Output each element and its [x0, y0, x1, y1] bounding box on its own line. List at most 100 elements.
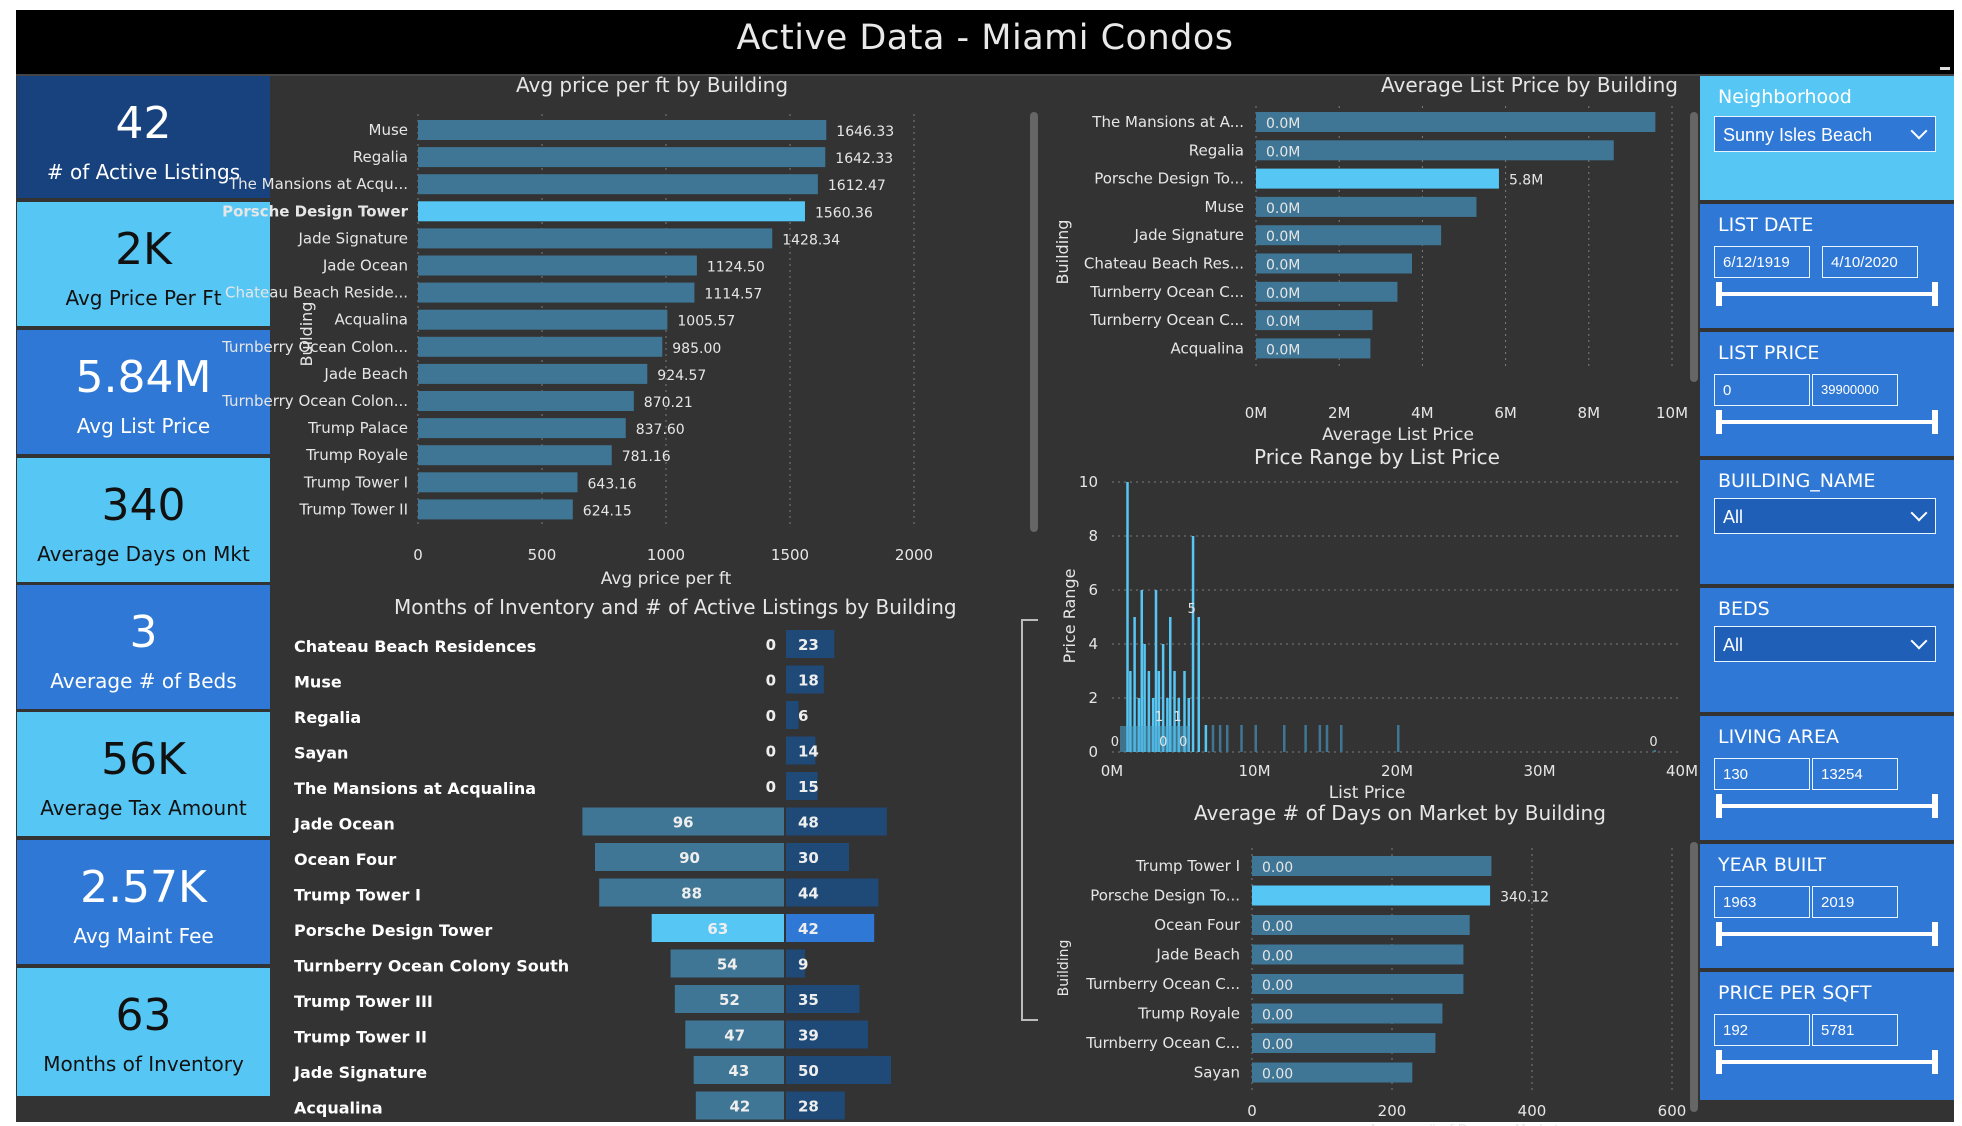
price-per-sqft-max-value: 5781	[1821, 1022, 1855, 1039]
bar	[695, 1091, 784, 1120]
slider-handle-max[interactable]	[1932, 282, 1938, 306]
bar	[1252, 1062, 1413, 1083]
slider-handle-min[interactable]	[1716, 922, 1722, 946]
kpi-value: 3	[129, 607, 158, 658]
category-label: Muse	[369, 121, 409, 139]
price-per-sqft-slicer: PRICE PER SQFT 192 5781	[1700, 972, 1954, 1100]
data-label: 0.0M	[1266, 314, 1300, 330]
category-label: Turnberry Ocean C...	[1089, 283, 1244, 301]
category-label: Ocean Four	[1154, 916, 1241, 934]
year-built-slider[interactable]	[1716, 922, 1938, 946]
list-date-max-value: 4/10/2020	[1831, 254, 1898, 271]
bar	[1252, 944, 1464, 965]
neighborhood-dropdown[interactable]: Sunny Isles Beach	[1714, 116, 1936, 152]
bar	[674, 985, 784, 1013]
slider-handle-max[interactable]	[1932, 794, 1938, 818]
bar	[1133, 617, 1136, 752]
data-label: 837.60	[636, 422, 685, 438]
slider-handle-min[interactable]	[1716, 282, 1722, 306]
neighborhood-title: Neighborhood	[1718, 86, 1852, 108]
living-area-slider[interactable]	[1716, 794, 1938, 818]
bar	[786, 985, 860, 1013]
category-label: Jade Signature	[293, 1063, 427, 1082]
bar	[418, 282, 695, 303]
kpi-card: 42 # of Active Listings	[17, 76, 270, 198]
list-price-slider[interactable]	[1716, 410, 1938, 434]
data-label: 35	[798, 991, 819, 1009]
category-label: Trump Tower I	[1135, 857, 1240, 875]
bar	[1252, 1003, 1443, 1024]
price-per-sqft-max-input[interactable]: 5781	[1812, 1014, 1898, 1046]
bar	[1157, 671, 1161, 752]
bar	[418, 391, 634, 411]
tick-label: 1500	[771, 546, 809, 564]
living-area-slicer: LIVING AREA 130 13254	[1700, 716, 1954, 840]
data-label: 0	[766, 636, 776, 654]
category-label: Trump Royale	[1137, 1005, 1240, 1023]
kpi-card: 2.57K Avg Maint Fee	[17, 840, 270, 964]
scrollbar	[1690, 112, 1698, 382]
bar	[1140, 590, 1143, 752]
category-label: Sayan	[1194, 1064, 1240, 1082]
list-price-max-input[interactable]: 39900000	[1812, 374, 1898, 406]
bar	[1256, 310, 1373, 331]
data-label: 924.57	[657, 368, 706, 384]
category-label: Regalia	[294, 708, 361, 727]
category-label: Sayan	[294, 744, 348, 763]
kpi-value: 63	[115, 990, 172, 1041]
data-label: 63	[707, 920, 728, 938]
bar	[685, 1020, 784, 1049]
bar	[599, 878, 784, 907]
price-per-sqft-title: PRICE PER SQFT	[1718, 982, 1872, 1004]
building-name-dropdown[interactable]: All	[1714, 498, 1936, 534]
list-date-slider[interactable]	[1716, 282, 1938, 306]
bar	[418, 255, 697, 276]
slider-handle-min[interactable]	[1716, 410, 1722, 434]
data-label: 1005.57	[677, 314, 735, 330]
scrollbar	[1021, 619, 1038, 1021]
bar	[786, 843, 849, 871]
bar	[418, 147, 826, 168]
bar	[1183, 671, 1186, 752]
data-label: 0.0M	[1266, 201, 1300, 217]
data-label: 18	[798, 672, 819, 690]
slider-handle-max[interactable]	[1932, 410, 1938, 434]
price-per-sqft-slider[interactable]	[1716, 1050, 1938, 1074]
slider-handle-min[interactable]	[1716, 1050, 1722, 1074]
y-axis-title: Building	[1056, 940, 1072, 997]
x-axis-title: List Price	[1329, 783, 1406, 803]
minimize-icon[interactable]	[1940, 67, 1950, 70]
list-date-max-input[interactable]: 4/10/2020	[1822, 246, 1918, 278]
bar	[595, 843, 784, 871]
category-label: Regalia	[353, 148, 408, 166]
chevron-down-icon	[1910, 504, 1928, 522]
year-built-min-input[interactable]: 1963	[1714, 886, 1810, 918]
year-built-max-input[interactable]: 2019	[1812, 886, 1898, 918]
kpi-label: Avg Maint Fee	[73, 924, 214, 948]
tick-label: 600	[1658, 1102, 1687, 1120]
living-area-max-input[interactable]: 13254	[1812, 758, 1898, 790]
slider-handle-max[interactable]	[1932, 922, 1938, 946]
data-label: 48	[798, 814, 819, 832]
living-area-min-input[interactable]: 130	[1714, 758, 1810, 790]
slider-handle-min[interactable]	[1716, 794, 1722, 818]
price-per-sqft-min-value: 192	[1723, 1022, 1749, 1039]
data-label: 1646.33	[836, 124, 894, 140]
category-label: Porsche Design To...	[1090, 887, 1240, 905]
kpi-value: 340	[101, 480, 186, 531]
beds-dropdown[interactable]: All	[1714, 626, 1936, 662]
bar	[1161, 644, 1165, 752]
data-label: 0	[766, 743, 776, 761]
price-per-sqft-min-input[interactable]: 192	[1714, 1014, 1810, 1046]
building-name-slicer: BUILDING_NAME All	[1700, 460, 1954, 584]
bar	[786, 772, 818, 800]
list-price-min-input[interactable]: 0	[1714, 374, 1810, 406]
category-label: Turnberry Ocean Colon...	[221, 338, 408, 356]
list-date-min-input[interactable]: 6/12/1919	[1714, 246, 1810, 278]
slider-handle-max[interactable]	[1932, 1050, 1938, 1074]
chevron-down-icon	[1910, 122, 1928, 140]
category-label: Trump Tower II	[294, 1028, 427, 1047]
bar	[1397, 725, 1400, 752]
category-label: Chateau Beach Res...	[1084, 255, 1244, 273]
kpi-value: 2K	[115, 224, 172, 275]
